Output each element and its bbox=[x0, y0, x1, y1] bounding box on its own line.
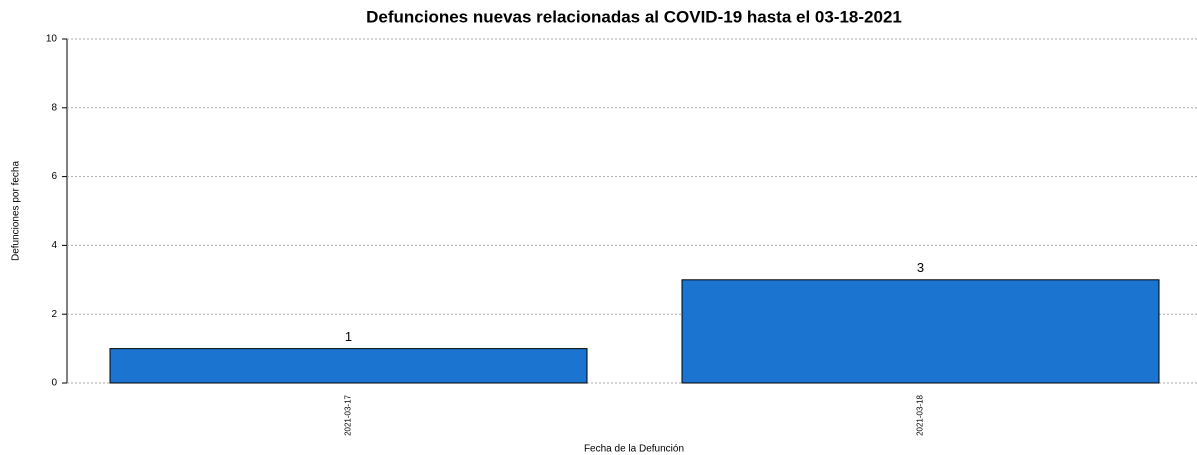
x-tick-label: 2021-03-18 bbox=[916, 394, 925, 435]
x-tick-label: 2021-03-17 bbox=[344, 394, 353, 435]
bar bbox=[109, 348, 588, 384]
y-tick-label: 2 bbox=[51, 309, 57, 320]
bar bbox=[681, 279, 1160, 384]
y-tick-label: 4 bbox=[51, 240, 57, 251]
y-axis-label: Defunciones por fecha bbox=[11, 161, 22, 262]
value-label: 1 bbox=[345, 329, 352, 344]
x-axis-label: Fecha de la Defunción bbox=[584, 444, 684, 455]
y-tick-label: 10 bbox=[46, 34, 58, 45]
chart-title: Defunciones nuevas relacionadas al COVID… bbox=[366, 7, 902, 26]
y-tick-label: 6 bbox=[51, 171, 57, 182]
y-tick-label: 0 bbox=[51, 378, 57, 389]
value-label: 3 bbox=[917, 260, 924, 275]
y-tick-label: 8 bbox=[51, 102, 57, 113]
